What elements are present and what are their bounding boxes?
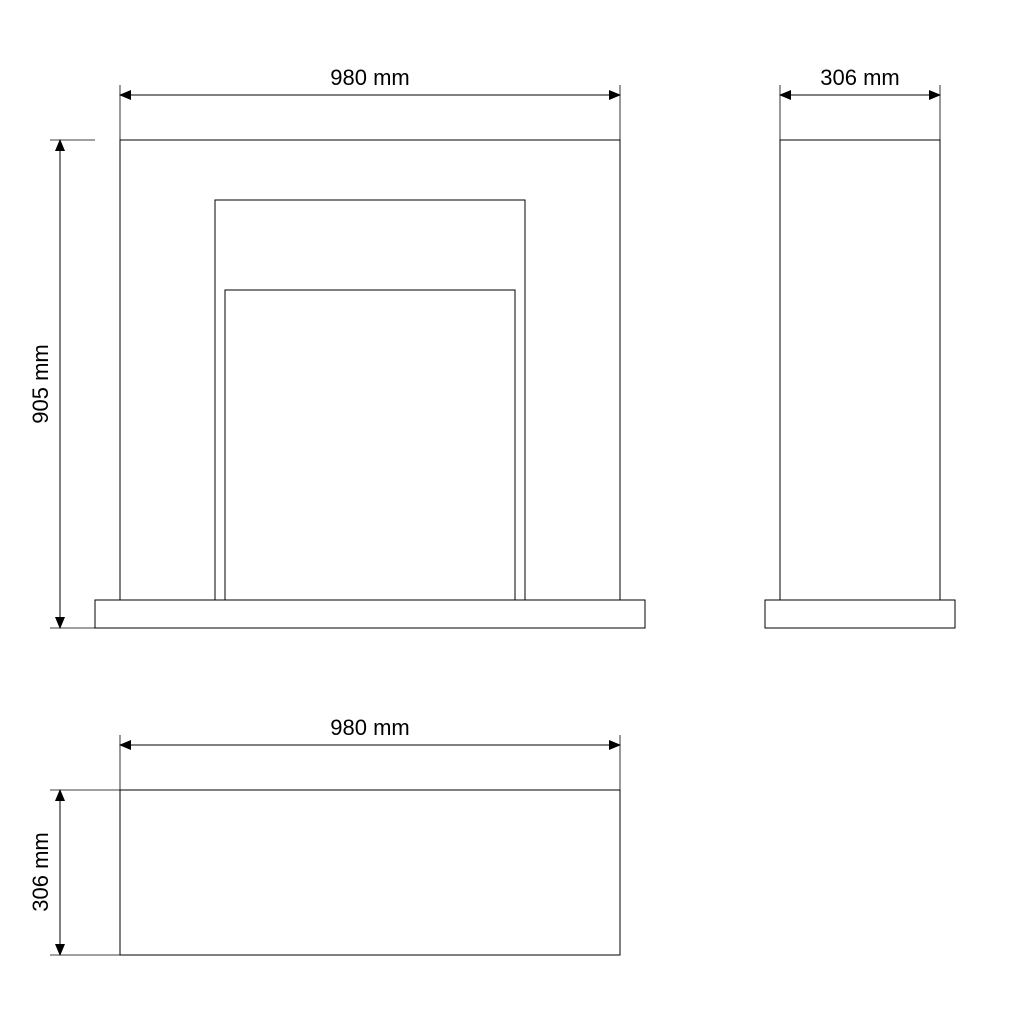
dim-side-depth-label: 306 mm bbox=[820, 65, 899, 90]
dim-top-depth: 306 mm bbox=[28, 790, 120, 955]
dim-top-depth-label: 306 mm bbox=[28, 832, 53, 911]
dim-front-height: 905 mm bbox=[28, 140, 95, 628]
front-view: 980 mm 905 mm bbox=[28, 65, 645, 628]
top-view: 980 mm 306 mm bbox=[28, 715, 620, 955]
dim-front-width: 980 mm bbox=[120, 65, 620, 140]
dimension-drawing: 980 mm 905 mm 306 mm 980 mm bbox=[0, 0, 1024, 1024]
side-view: 306 mm bbox=[765, 65, 955, 628]
dim-front-height-label: 905 mm bbox=[28, 344, 53, 423]
dim-side-depth: 306 mm bbox=[780, 65, 940, 140]
dim-top-width-label: 980 mm bbox=[330, 715, 409, 740]
dim-front-width-label: 980 mm bbox=[330, 65, 409, 90]
dim-top-width: 980 mm bbox=[120, 715, 620, 790]
